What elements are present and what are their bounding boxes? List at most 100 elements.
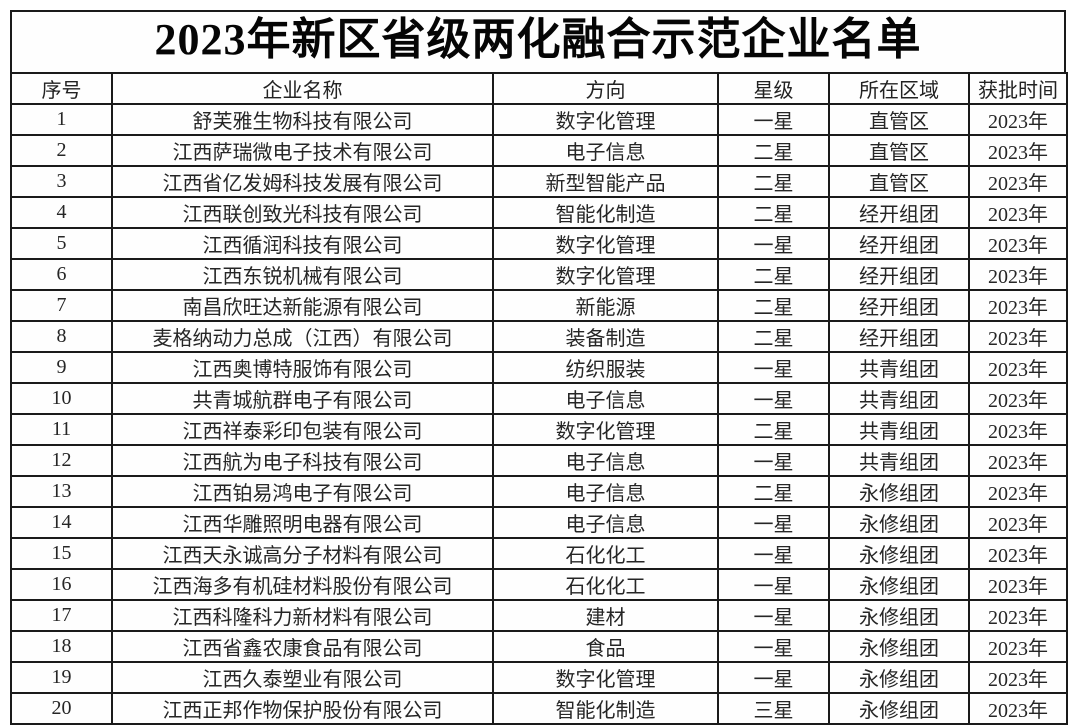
table-cell: 共青组团 bbox=[828, 413, 970, 446]
table-cell: 二星 bbox=[717, 413, 830, 446]
table-cell: 1 bbox=[10, 103, 113, 136]
table-cell: 永修组团 bbox=[828, 568, 970, 601]
table-cell: 二星 bbox=[717, 289, 830, 322]
table-cell: 食品 bbox=[492, 630, 719, 663]
table-cell: 纺织服装 bbox=[492, 351, 719, 384]
table-cell: 装备制造 bbox=[492, 320, 719, 353]
table-row: 12 江西航为电子科技有限公司 电子信息 一星 共青组团 2023年 bbox=[10, 444, 1068, 477]
table-cell: 数字化管理 bbox=[492, 103, 719, 136]
table-cell: 数字化管理 bbox=[492, 661, 719, 694]
column-header: 方向 bbox=[492, 72, 719, 105]
table-cell: 2023年 bbox=[968, 506, 1068, 539]
table-cell: 2023年 bbox=[968, 351, 1068, 384]
table-cell: 江西久泰塑业有限公司 bbox=[111, 661, 494, 694]
table-cell: 2023年 bbox=[968, 413, 1068, 446]
table-cell: 一星 bbox=[717, 568, 830, 601]
table-cell: 15 bbox=[10, 537, 113, 570]
table-cell: 2023年 bbox=[968, 103, 1068, 136]
table-cell: 江西省亿发姆科技发展有限公司 bbox=[111, 165, 494, 198]
table-cell: 一星 bbox=[717, 103, 830, 136]
table-cell: 直管区 bbox=[828, 103, 970, 136]
column-header: 企业名称 bbox=[111, 72, 494, 105]
table-cell: 经开组团 bbox=[828, 320, 970, 353]
table-cell: 二星 bbox=[717, 258, 830, 291]
table-cell: 2023年 bbox=[968, 444, 1068, 477]
table-cell: 江西铂易鸿电子有限公司 bbox=[111, 475, 494, 508]
table-cell: 12 bbox=[10, 444, 113, 477]
table-cell: 13 bbox=[10, 475, 113, 508]
table-cell: 数字化管理 bbox=[492, 258, 719, 291]
table-header-row: 序号 企业名称 方向 星级 所在区域 获批时间 bbox=[10, 72, 1068, 105]
table-cell: 永修组团 bbox=[828, 630, 970, 663]
table-row: 2 江西萨瑞微电子技术有限公司 电子信息 二星 直管区 2023年 bbox=[10, 134, 1068, 167]
table-row: 1 舒芙雅生物科技有限公司 数字化管理 一星 直管区 2023年 bbox=[10, 103, 1068, 136]
table-row: 5 江西循润科技有限公司 数字化管理 一星 经开组团 2023年 bbox=[10, 227, 1068, 260]
table-cell: 江西华雕照明电器有限公司 bbox=[111, 506, 494, 539]
table-cell: 2023年 bbox=[968, 227, 1068, 260]
table-cell: 9 bbox=[10, 351, 113, 384]
table-cell: 经开组团 bbox=[828, 289, 970, 322]
table-cell: 三星 bbox=[717, 692, 830, 725]
table-cell: 二星 bbox=[717, 475, 830, 508]
column-header: 序号 bbox=[10, 72, 113, 105]
table-row: 18 江西省鑫农康食品有限公司 食品 一星 永修组团 2023年 bbox=[10, 630, 1068, 663]
table-cell: 江西东锐机械有限公司 bbox=[111, 258, 494, 291]
table-cell: 江西正邦作物保护股份有限公司 bbox=[111, 692, 494, 725]
table-cell: 19 bbox=[10, 661, 113, 694]
table-cell: 2023年 bbox=[968, 258, 1068, 291]
table-row: 19 江西久泰塑业有限公司 数字化管理 一星 永修组团 2023年 bbox=[10, 661, 1068, 694]
table-cell: 5 bbox=[10, 227, 113, 260]
table-cell: 一星 bbox=[717, 382, 830, 415]
table-row: 14 江西华雕照明电器有限公司 电子信息 一星 永修组团 2023年 bbox=[10, 506, 1068, 539]
table-cell: 江西萨瑞微电子技术有限公司 bbox=[111, 134, 494, 167]
table-cell: 智能化制造 bbox=[492, 692, 719, 725]
table-cell: 江西海多有机硅材料股份有限公司 bbox=[111, 568, 494, 601]
table-row: 9 江西奥博特服饰有限公司 纺织服装 一星 共青组团 2023年 bbox=[10, 351, 1068, 384]
table-cell: 3 bbox=[10, 165, 113, 198]
table-cell: 经开组团 bbox=[828, 258, 970, 291]
table-cell: 江西省鑫农康食品有限公司 bbox=[111, 630, 494, 663]
document-sheet: 2023年新区省级两化融合示范企业名单 序号 企业名称 方向 星级 所在区域 获批时间 1… bbox=[10, 10, 1068, 725]
page-title: 2023年新区省级两化融合示范企业名单 bbox=[154, 15, 922, 64]
column-header: 获批时间 bbox=[968, 72, 1068, 105]
table-cell: 江西祥泰彩印包装有限公司 bbox=[111, 413, 494, 446]
table-cell: 16 bbox=[10, 568, 113, 601]
table-cell: 共青城航群电子有限公司 bbox=[111, 382, 494, 415]
table-cell: 6 bbox=[10, 258, 113, 291]
table-cell: 永修组团 bbox=[828, 661, 970, 694]
table-cell: 南昌欣旺达新能源有限公司 bbox=[111, 289, 494, 322]
table-cell: 一星 bbox=[717, 661, 830, 694]
table-cell: 电子信息 bbox=[492, 506, 719, 539]
table-cell: 共青组团 bbox=[828, 351, 970, 384]
table-cell: 8 bbox=[10, 320, 113, 353]
table-cell: 共青组团 bbox=[828, 382, 970, 415]
table-cell: 2023年 bbox=[968, 475, 1068, 508]
table-cell: 7 bbox=[10, 289, 113, 322]
table-cell: 舒芙雅生物科技有限公司 bbox=[111, 103, 494, 136]
table-cell: 二星 bbox=[717, 165, 830, 198]
table-cell: 新型智能产品 bbox=[492, 165, 719, 198]
table-row: 3 江西省亿发姆科技发展有限公司 新型智能产品 二星 直管区 2023年 bbox=[10, 165, 1068, 198]
table-row: 6 江西东锐机械有限公司 数字化管理 二星 经开组团 2023年 bbox=[10, 258, 1068, 291]
table-cell: 4 bbox=[10, 196, 113, 229]
table-cell: 2023年 bbox=[968, 165, 1068, 198]
table-cell: 共青组团 bbox=[828, 444, 970, 477]
table-cell: 一星 bbox=[717, 351, 830, 384]
table-row: 16 江西海多有机硅材料股份有限公司 石化化工 一星 永修组团 2023年 bbox=[10, 568, 1068, 601]
table-row: 11 江西祥泰彩印包装有限公司 数字化管理 二星 共青组团 2023年 bbox=[10, 413, 1068, 446]
column-header: 星级 bbox=[717, 72, 830, 105]
table-cell: 10 bbox=[10, 382, 113, 415]
table-cell: 电子信息 bbox=[492, 444, 719, 477]
table-cell: 电子信息 bbox=[492, 475, 719, 508]
table-cell: 2023年 bbox=[968, 382, 1068, 415]
table-cell: 2023年 bbox=[968, 630, 1068, 663]
table-cell: 江西循润科技有限公司 bbox=[111, 227, 494, 260]
table-cell: 智能化制造 bbox=[492, 196, 719, 229]
table-cell: 永修组团 bbox=[828, 599, 970, 632]
table-cell: 新能源 bbox=[492, 289, 719, 322]
table-row: 10 共青城航群电子有限公司 电子信息 一星 共青组团 2023年 bbox=[10, 382, 1068, 415]
table-cell: 永修组团 bbox=[828, 506, 970, 539]
table-cell: 一星 bbox=[717, 444, 830, 477]
table-cell: 石化化工 bbox=[492, 568, 719, 601]
table-cell: 江西科隆科力新材料有限公司 bbox=[111, 599, 494, 632]
